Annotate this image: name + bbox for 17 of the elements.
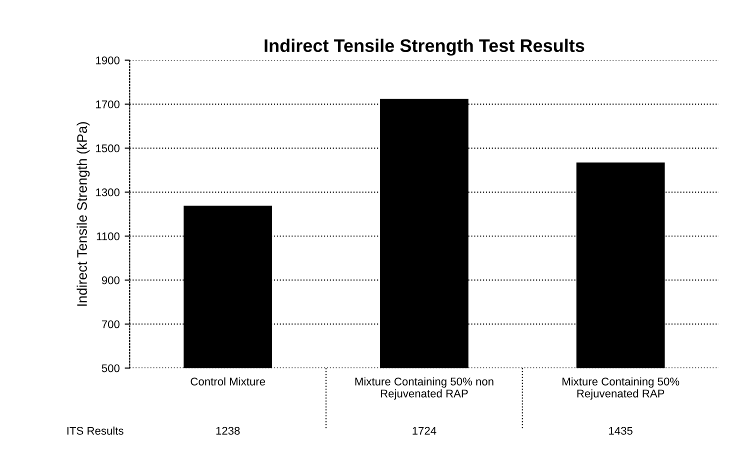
data-label: 1238 <box>216 426 240 435</box>
y-tick-label: 1300 <box>96 188 120 196</box>
y-tick-label: 1500 <box>96 144 120 152</box>
y-tick-label: 900 <box>102 276 120 284</box>
y-tick-label: 1100 <box>96 232 120 240</box>
data-label: 1435 <box>609 426 632 435</box>
x-tick-label: Mixture Containing 50% non Rejuvenated RAP <box>355 377 494 400</box>
text: ITS Results <box>67 426 124 435</box>
x-tick-label: Control Mixture <box>190 377 266 386</box>
y-axis-title: Indirect Tensile Strength (kPa) <box>76 122 90 306</box>
x-tick-label: Mixture Containing 50% Rejuvenated RAP <box>562 377 680 400</box>
y-tick-label: 500 <box>102 364 120 372</box>
data-label: 1724 <box>412 426 436 435</box>
y-tick-label: 1900 <box>96 56 120 64</box>
y-tick-label: 700 <box>102 320 120 328</box>
y-tick-label: 1700 <box>96 100 120 108</box>
chart-title: Indirect Tensile Strength Test Results <box>264 38 584 56</box>
